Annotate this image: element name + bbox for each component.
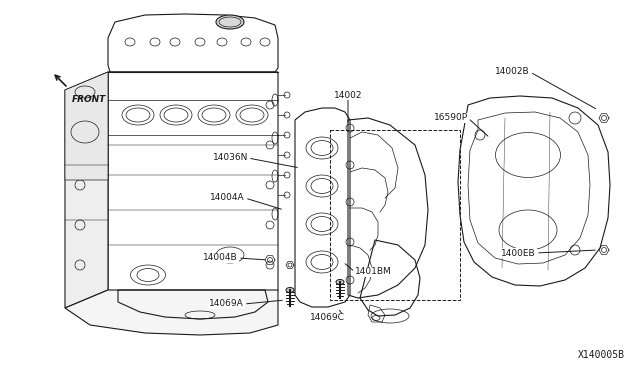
- Ellipse shape: [336, 279, 344, 285]
- Text: 14036N: 14036N: [212, 154, 248, 163]
- Polygon shape: [65, 72, 108, 180]
- Polygon shape: [65, 290, 278, 335]
- Text: 14004A: 14004A: [211, 193, 245, 202]
- Polygon shape: [65, 72, 108, 308]
- Text: 14004B: 14004B: [204, 253, 238, 263]
- Text: X140005B: X140005B: [578, 350, 625, 360]
- Text: 14069A: 14069A: [209, 299, 244, 308]
- Text: 16590P: 16590P: [434, 113, 468, 122]
- Text: FRONT: FRONT: [72, 95, 106, 104]
- Ellipse shape: [286, 288, 294, 292]
- Text: 14069C: 14069C: [310, 314, 345, 323]
- Text: 14002B: 14002B: [495, 67, 530, 77]
- Ellipse shape: [216, 15, 244, 29]
- Text: 1400EB: 1400EB: [501, 248, 536, 257]
- Text: 14002: 14002: [333, 90, 362, 99]
- Text: 1401BM: 1401BM: [355, 267, 392, 276]
